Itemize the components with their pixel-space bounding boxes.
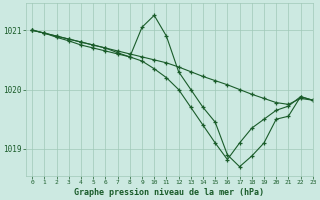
X-axis label: Graphe pression niveau de la mer (hPa): Graphe pression niveau de la mer (hPa) — [75, 188, 264, 197]
